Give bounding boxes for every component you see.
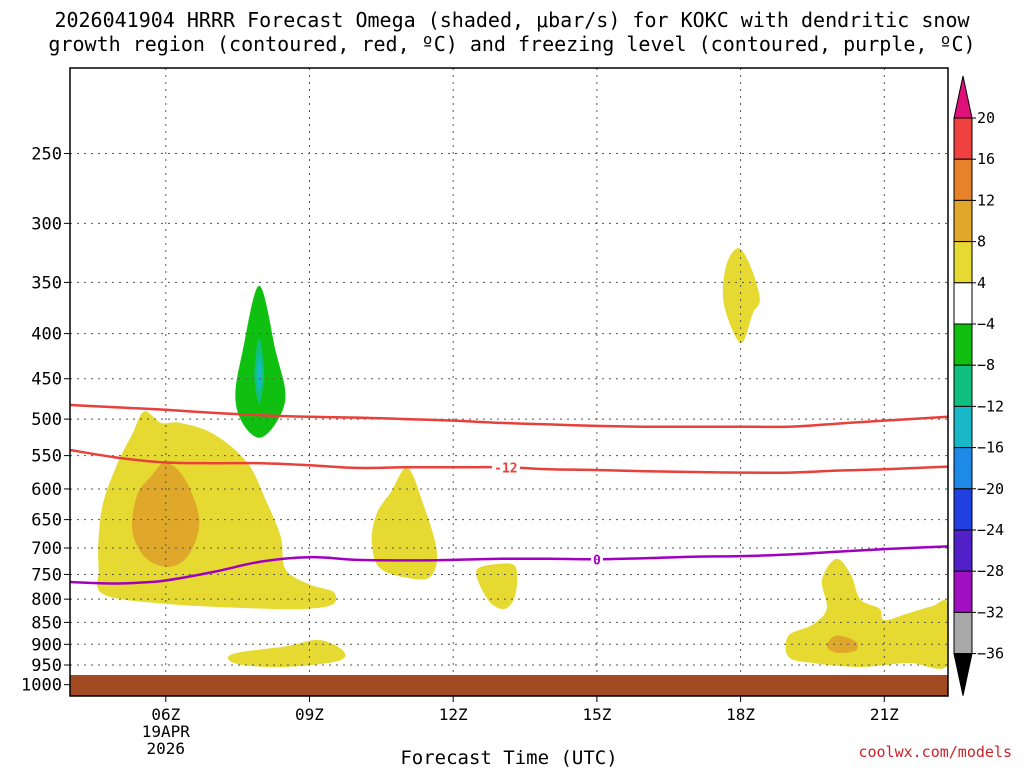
y-axis: 2503003504004505005506006507007508008509… bbox=[21, 144, 70, 696]
surface-layer bbox=[70, 674, 948, 696]
colorbar-swatch-12 bbox=[953, 570, 973, 613]
x-tick-label-21Z: 21Z bbox=[870, 705, 899, 724]
watermark: coolwx.com/models bbox=[858, 743, 1012, 761]
y-tick-label-550: 550 bbox=[31, 447, 62, 467]
y-tick-label-300: 300 bbox=[31, 214, 62, 234]
x-axis-label: Forecast Time (UTC) bbox=[400, 747, 617, 768]
colorbar-swatch-4 bbox=[953, 241, 973, 284]
colorbar-label-6: −8 bbox=[977, 356, 995, 374]
x-tick-sublabel-1: 2026 bbox=[147, 739, 186, 758]
omega-shading-layer bbox=[97, 248, 948, 669]
omega-region-4 bbox=[256, 356, 262, 392]
y-tick-label-850: 850 bbox=[31, 613, 62, 633]
y-tick-label-450: 450 bbox=[31, 370, 62, 390]
colorbar-label-0: 20 bbox=[977, 109, 995, 127]
colorbar-swatch-2 bbox=[953, 158, 973, 201]
colorbar-label-9: −20 bbox=[977, 480, 1004, 498]
y-tick-label-350: 350 bbox=[31, 273, 62, 293]
colorbar-swatch-1 bbox=[953, 117, 973, 160]
y-tick-label-500: 500 bbox=[31, 410, 62, 430]
y-tick-label-400: 400 bbox=[31, 325, 62, 345]
chart-title-line-1: 2026041904 HRRR Forecast Omega (shaded, … bbox=[54, 8, 970, 32]
y-tick-label-650: 650 bbox=[31, 511, 62, 531]
colorbar-label-1: 16 bbox=[977, 150, 995, 168]
colorbar-label-4: 4 bbox=[977, 274, 986, 292]
plot-frame bbox=[69, 67, 949, 697]
colorbar-cap-top bbox=[953, 75, 973, 119]
y-tick-label-250: 250 bbox=[31, 144, 62, 164]
x-tick-label-09Z: 09Z bbox=[295, 705, 324, 724]
y-tick-label-1000: 1000 bbox=[21, 676, 62, 696]
colorbar-swatch-8 bbox=[953, 405, 973, 449]
colorbar-label-5: −4 bbox=[977, 315, 995, 333]
colorbar-label-11: −28 bbox=[977, 562, 1004, 580]
contour-label-bg-0 bbox=[590, 551, 603, 568]
x-tick-sublabel-0: 19APR bbox=[142, 722, 191, 741]
x-tick-label-15Z: 15Z bbox=[582, 705, 611, 724]
contour-label-bg--12 bbox=[491, 459, 520, 476]
omega-region-0 bbox=[97, 411, 337, 610]
y-tick-label-900: 900 bbox=[31, 635, 62, 655]
colorbar-swatch-3 bbox=[953, 199, 973, 243]
colorbar-label-2: 12 bbox=[977, 191, 995, 209]
contour-layer: -12 0 bbox=[70, 403, 948, 585]
colorbar-label-13: −36 bbox=[977, 645, 1004, 663]
surface-ground bbox=[70, 674, 948, 696]
colorbar-swatch-7 bbox=[953, 364, 973, 407]
x-tick-label-06Z: 06Z bbox=[151, 705, 180, 724]
colorbar-swatch-6 bbox=[953, 323, 973, 366]
colorbar-label-7: −12 bbox=[977, 397, 1004, 415]
contour-label-0: 0 bbox=[593, 553, 601, 568]
colorbar-swatch-10 bbox=[953, 488, 973, 531]
colorbar-swatch-9 bbox=[953, 447, 973, 490]
colorbar-label-12: −32 bbox=[977, 603, 1004, 621]
colorbar-label-8: −16 bbox=[977, 439, 1004, 457]
colorbar-swatch-5 bbox=[953, 282, 973, 325]
colorbar: 20 16 12 8 4 −4 −8 −12 −16 −20 −24 −28 −32 −36 bbox=[953, 75, 1004, 696]
omega-region-9 bbox=[785, 558, 948, 669]
colorbar-cap-bottom bbox=[953, 653, 973, 696]
colorbar-swatch-13 bbox=[953, 611, 973, 655]
omega-region-5 bbox=[371, 467, 438, 580]
colorbar-label-3: 8 bbox=[977, 233, 986, 251]
omega-region-10 bbox=[826, 635, 858, 654]
contour-label--12: -12 bbox=[494, 461, 517, 476]
x-tick-label-12Z: 12Z bbox=[439, 705, 468, 724]
contour-line--10 bbox=[70, 403, 948, 429]
y-tick-label-750: 750 bbox=[31, 565, 62, 585]
y-tick-label-700: 700 bbox=[31, 539, 62, 559]
x-tick-label-18Z: 18Z bbox=[726, 705, 755, 724]
omega-region-6 bbox=[475, 563, 518, 610]
y-tick-label-950: 950 bbox=[31, 656, 62, 676]
colorbar-swatch-11 bbox=[953, 529, 973, 572]
colorbar-label-10: −24 bbox=[977, 521, 1004, 539]
contour-line-0 bbox=[70, 545, 948, 585]
y-tick-label-800: 800 bbox=[31, 590, 62, 610]
chart-title-line-2: growth region (contoured, red, ºC) and f… bbox=[48, 32, 976, 56]
y-tick-label-600: 600 bbox=[31, 480, 62, 500]
omega-region-7 bbox=[722, 248, 760, 344]
omega-region-8 bbox=[227, 639, 346, 668]
